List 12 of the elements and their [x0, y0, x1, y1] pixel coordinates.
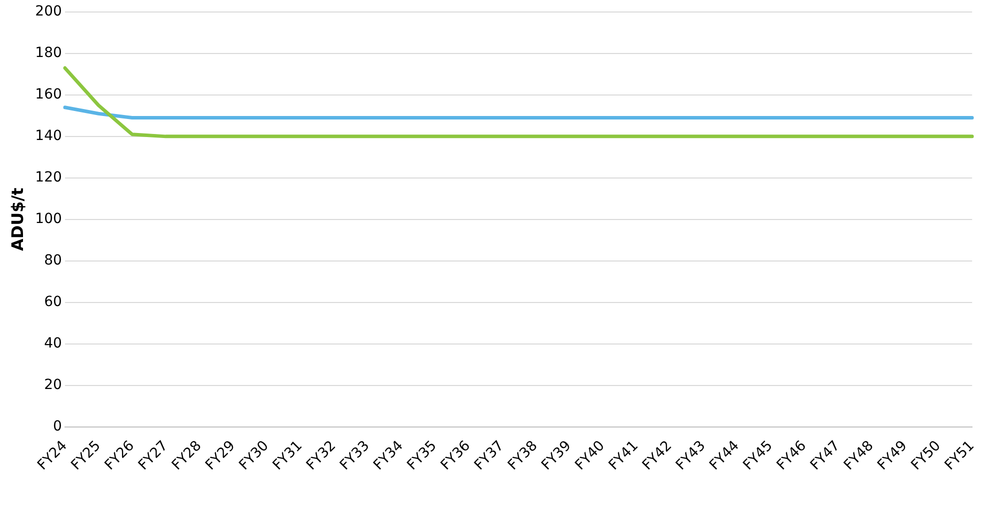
y-tick-label: 180: [35, 45, 62, 62]
y-tick-label: 80: [44, 252, 62, 269]
y-tick-label: 140: [35, 128, 62, 144]
y-tick-label: 100: [35, 211, 62, 228]
y-tick-label: 200: [35, 4, 62, 20]
y-tick-label: 120: [35, 170, 62, 186]
y-tick-label: 60: [44, 294, 62, 310]
y-tick-label: 160: [35, 86, 62, 103]
y-tick-label: 20: [44, 376, 62, 393]
y-axis-title: ADU$/t: [8, 187, 27, 252]
y-tick-label: 0: [53, 418, 62, 434]
y-tick-label: 40: [44, 335, 62, 352]
